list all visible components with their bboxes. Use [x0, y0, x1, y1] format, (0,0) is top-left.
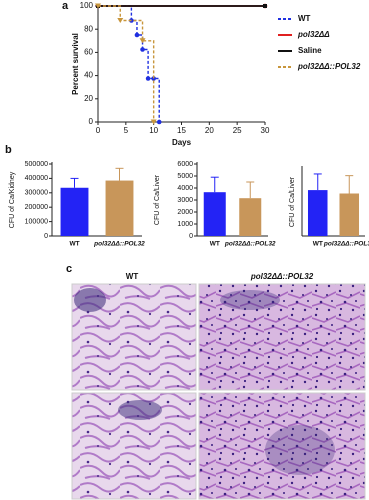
x-tick-label: pol32ΔΔ::POL32	[93, 241, 145, 248]
point	[139, 38, 146, 44]
histology-image	[198, 283, 366, 391]
y-tick-label: 60	[84, 48, 93, 57]
x-axis-title: Days	[172, 138, 192, 147]
x-tick-label: 25	[233, 126, 242, 135]
bar	[339, 193, 360, 236]
y-tick-label: 0	[44, 233, 48, 240]
y-tick-label: 400000	[25, 175, 48, 182]
legend-label: WT	[298, 14, 311, 23]
y-tick-label: 0	[189, 233, 193, 240]
y-tick-label: 300000	[25, 190, 48, 197]
y-axis-title: Percent survival	[71, 33, 80, 95]
x-tick-label: 30	[261, 126, 270, 135]
point	[151, 76, 156, 81]
x-tick-label: pol32ΔΔ::POL32	[224, 241, 276, 248]
y-axis-title: CFU of Ca/Liver	[154, 174, 161, 225]
legend-label: Saline	[298, 46, 322, 55]
y-tick-label: 200000	[25, 204, 48, 211]
bar	[105, 180, 134, 236]
point	[95, 3, 101, 9]
point	[145, 76, 151, 81]
bar	[203, 192, 226, 236]
y-axis-title: CFU of Ca/Liver	[289, 176, 296, 227]
y-tick-label: 4000	[177, 185, 193, 192]
x-tick-label: 0	[96, 126, 101, 135]
y-tick-label: 80	[84, 24, 93, 33]
y-tick-label: 6000	[177, 161, 193, 168]
legend-label: pol32ΔΔ	[297, 30, 330, 39]
x-tick-label: WT	[210, 241, 220, 248]
x-tick-label: WT	[313, 241, 323, 248]
y-tick-label: 500000	[25, 161, 48, 168]
y-tick-label: 40	[84, 71, 93, 80]
y-tick-label: 3000	[177, 197, 193, 204]
y-tick-label: 1000	[177, 221, 193, 228]
bar	[239, 198, 262, 236]
point	[156, 119, 162, 125]
column-label: WT	[126, 272, 139, 281]
panel-label: a	[62, 0, 69, 12]
point	[140, 47, 145, 52]
legend-label: pol32ΔΔ::POL32	[297, 62, 361, 71]
x-tick-label: pol32ΔΔ::POL32	[323, 241, 369, 248]
x-tick-label: 10	[149, 126, 158, 135]
y-tick-label: 0	[89, 117, 94, 126]
survival-curve	[98, 5, 160, 122]
point	[117, 18, 124, 23]
x-tick-label: WT	[69, 241, 79, 248]
y-tick-label: 20	[84, 94, 93, 103]
cell-cluster	[220, 290, 280, 310]
cell-cluster	[74, 288, 106, 312]
y-tick-label: 5000	[177, 173, 193, 180]
histology-image	[198, 392, 366, 500]
x-tick-label: 20	[205, 126, 214, 135]
survival-curve	[98, 5, 155, 122]
y-tick-label: 100	[80, 1, 94, 10]
bar	[60, 187, 89, 236]
x-tick-label: 5	[124, 126, 129, 135]
point	[134, 32, 140, 38]
point	[150, 119, 157, 125]
panel-label: b	[5, 144, 12, 156]
column-label: pol32ΔΔ::POL32	[250, 272, 314, 281]
point	[263, 4, 267, 8]
x-tick-label: 15	[177, 126, 186, 135]
bar	[307, 190, 328, 236]
histology-images	[71, 283, 366, 500]
panel-label: c	[66, 263, 72, 275]
y-tick-label: 100000	[25, 218, 48, 225]
cell-cluster	[265, 425, 335, 475]
y-axis-title: CFU of Ca/Kidney	[9, 171, 16, 228]
y-tick-label: 2000	[177, 209, 193, 216]
cell-cluster	[118, 400, 162, 420]
